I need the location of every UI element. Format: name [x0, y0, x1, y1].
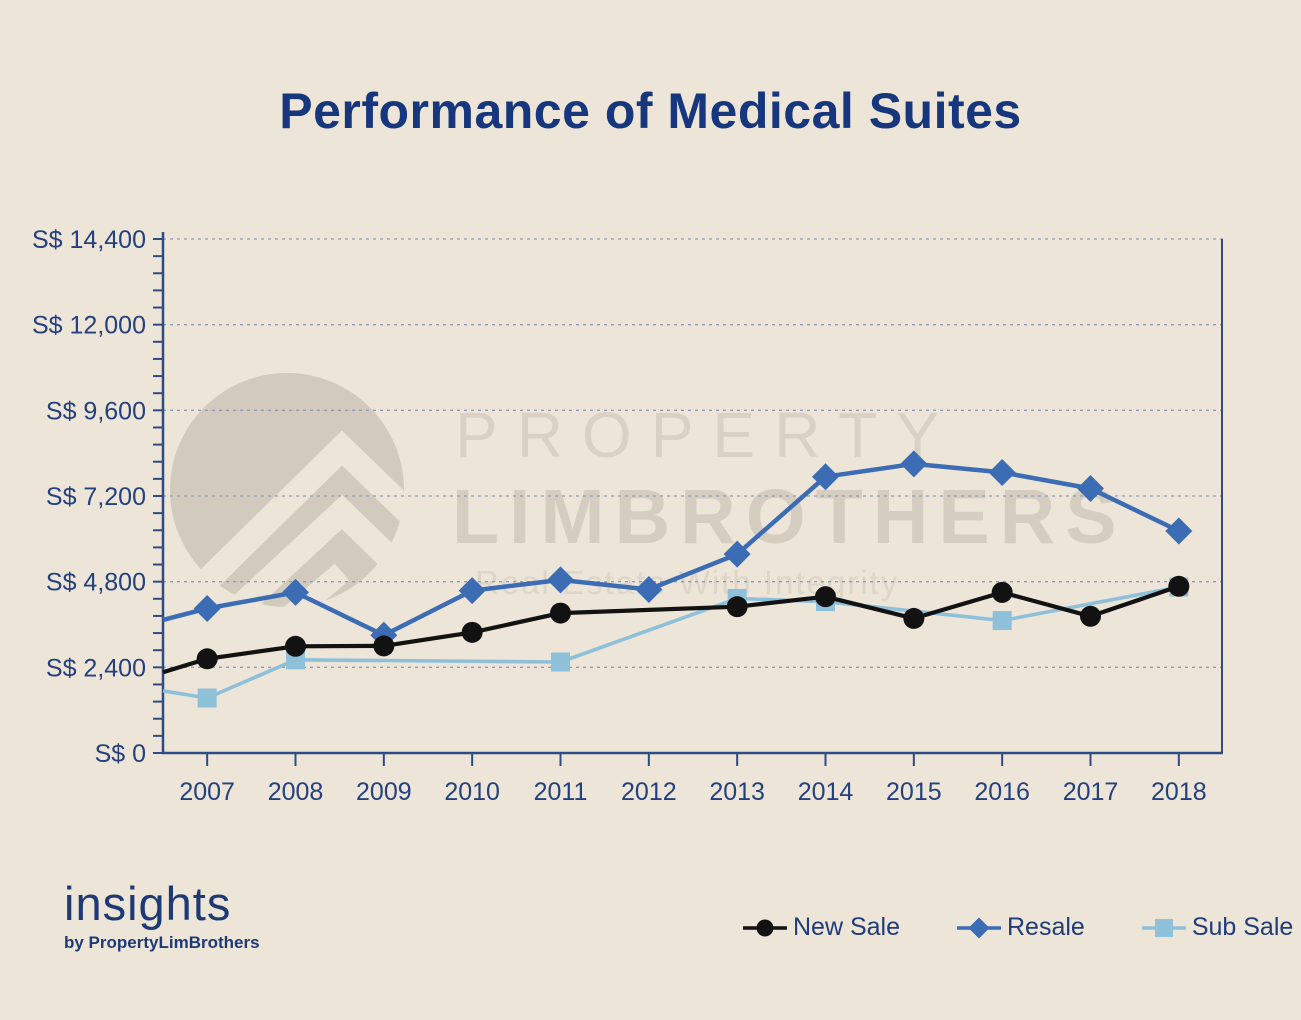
grid-and-axes: S$ 0 S$ 2,400 S$ 4,800 S$ 7,200 S$ 9,600 S$ 1…: [32, 226, 1223, 806]
watermark-logo-chevron-lower: [179, 494, 413, 665]
legend-item-new-sale: New Sale: [742, 913, 900, 942]
y-axis-tick-label: S$ 12,000: [32, 312, 146, 340]
data-point-resale: [282, 578, 309, 606]
sub-sale-marker-icon: [1141, 918, 1186, 937]
data-point-sub-sale: [992, 611, 1012, 631]
legend-item-resale: Resale: [956, 913, 1085, 942]
page-title: Performance of Medical Suites: [279, 83, 1022, 139]
data-point-new-sale: [1168, 575, 1190, 597]
series-line-new-sale: [162, 584, 1180, 675]
legend-label-resale: Resale: [1007, 913, 1085, 941]
data-point-sub-sale: [551, 652, 570, 672]
legend-item-sub-sale: Sub Sale: [1141, 913, 1293, 942]
x-axis-tick-label: 2017: [1063, 778, 1119, 806]
x-axis-tick-label: 2009: [356, 778, 412, 806]
data-point-resale: [1077, 475, 1104, 503]
data-point-new-sale: [196, 648, 218, 670]
y-axis-tick-label: S$ 14,400: [32, 226, 146, 254]
x-axis-tick-label: 2018: [1151, 778, 1207, 806]
data-point-resale: [635, 576, 663, 604]
new-sale-marker-icon: [743, 919, 787, 936]
data-point-new-sale: [461, 621, 483, 643]
data-point-resale: [1165, 517, 1193, 545]
brand-name: insights: [64, 877, 232, 930]
data-point-resale: [547, 566, 574, 594]
x-axis-tick-label: 2016: [974, 778, 1030, 806]
x-axis-tick-label: 2014: [798, 778, 854, 806]
data-point-new-sale: [726, 596, 748, 618]
data-point-new-sale: [991, 581, 1013, 603]
x-axis-tick-label: 2013: [709, 778, 765, 806]
data-point-new-sale: [285, 635, 306, 657]
data-point-new-sale: [815, 586, 836, 608]
x-axis-tick-label: 2015: [886, 778, 942, 806]
data-point-resale: [193, 594, 221, 622]
x-axis-tick-label: 2008: [268, 778, 324, 806]
y-axis-tick-label: S$ 7,200: [46, 483, 146, 511]
y-axis-tick-label: S$ 9,600: [46, 397, 146, 425]
brand-logo: insights by PropertyLimBrothers: [64, 876, 260, 953]
data-point-resale: [900, 450, 928, 478]
data-point-resale: [458, 577, 486, 605]
x-axis-tick-label: 2011: [534, 778, 588, 806]
data-point-new-sale: [903, 607, 925, 629]
resale-marker-icon: [957, 917, 1001, 938]
brand-subtitle: by PropertyLimBrothers: [64, 933, 260, 953]
y-axis-tick-label: S$ 0: [95, 740, 146, 768]
data-point-resale: [723, 540, 751, 568]
legend-label-new-sale: New Sale: [793, 913, 900, 941]
y-axis-tick-label: S$ 4,800: [46, 569, 146, 597]
data-point-new-sale: [550, 602, 571, 624]
legend: New Sale Resale Sub Sale: [742, 913, 1293, 942]
x-axis-tick-label: 2012: [621, 778, 677, 806]
watermark: PROPERTY LIMBROTHERS Real Estate With In…: [153, 373, 1127, 689]
x-axis-tick-label: 2010: [444, 778, 500, 806]
data-point-new-sale: [1080, 605, 1101, 627]
x-axis-tick-label: 2007: [179, 778, 235, 806]
data-point-new-sale: [373, 635, 395, 657]
data-series: [162, 450, 1193, 708]
watermark-text-limbrothers: LIMBROTHERS: [452, 474, 1127, 560]
watermark-logo-chevron-upper: [153, 430, 417, 634]
legend-label-sub-sale: Sub Sale: [1191, 913, 1294, 941]
watermark-text-property: PROPERTY: [455, 399, 958, 471]
y-axis-tick-label: S$ 2,400: [46, 654, 146, 682]
data-point-sub-sale: [197, 688, 217, 708]
data-point-resale: [812, 463, 839, 491]
series-line-sub-sale: [162, 585, 1180, 700]
watermark-logo-swoosh: [207, 563, 350, 689]
data-point-resale: [988, 458, 1016, 486]
